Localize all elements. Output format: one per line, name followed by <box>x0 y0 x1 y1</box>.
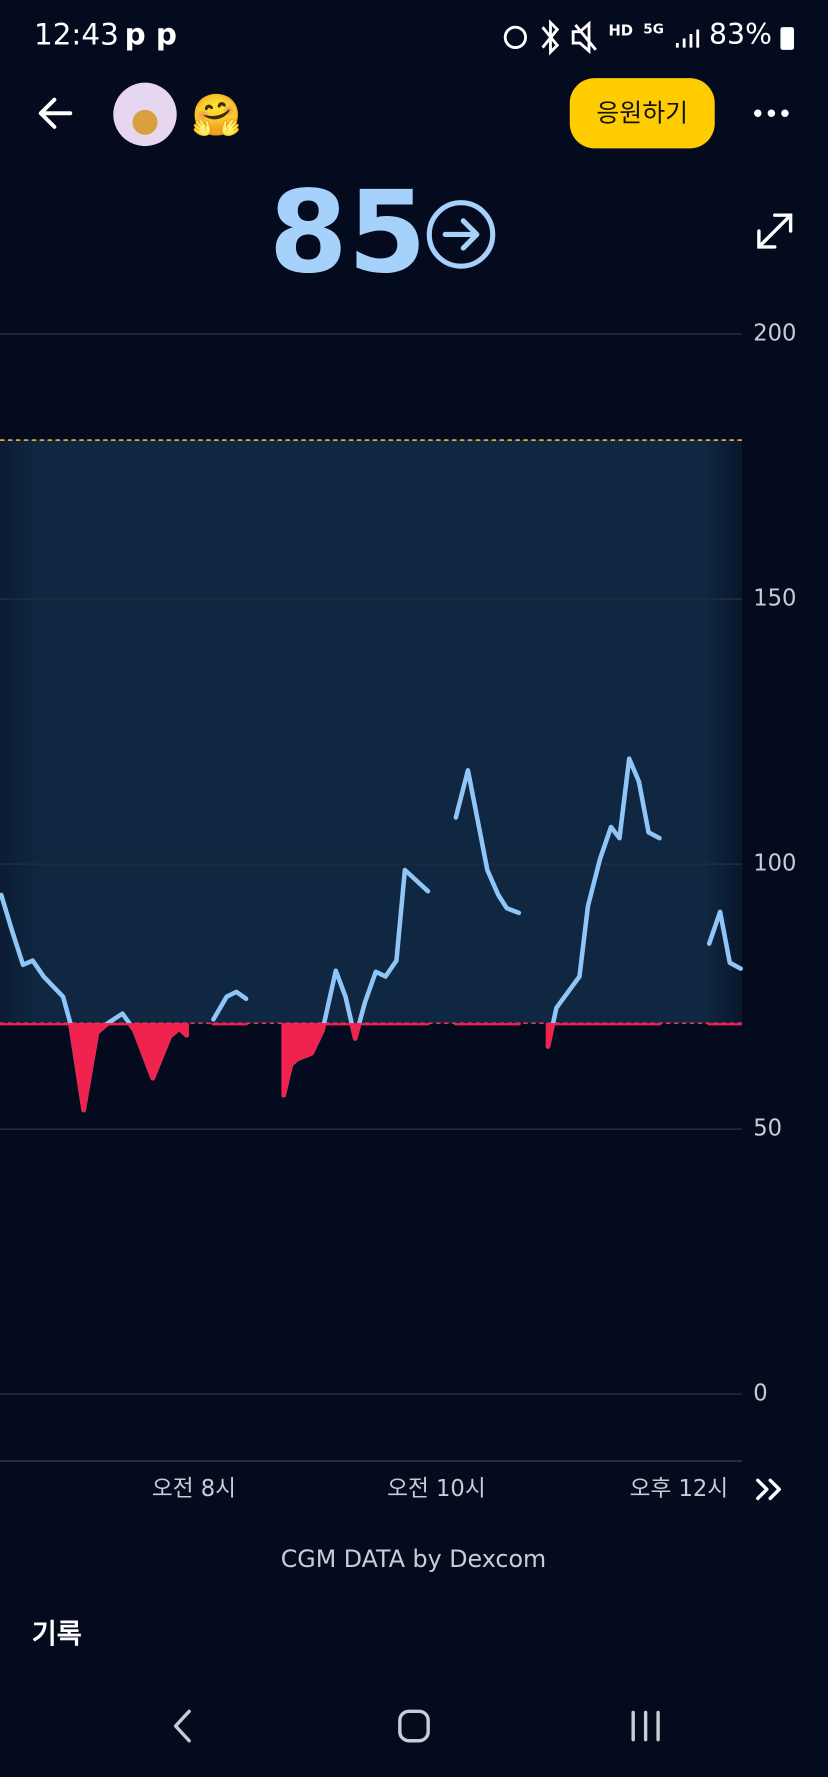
more-dot <box>781 109 789 117</box>
expand-button[interactable] <box>757 213 793 249</box>
y-tick-label: 100 <box>753 851 796 877</box>
cheer-button-label[interactable]: 응원하기 <box>596 98 688 127</box>
trend-circle <box>426 200 496 269</box>
alarm-icon <box>503 25 527 49</box>
status-time: 12:43 <box>34 18 119 52</box>
current-value: 85 <box>269 166 427 298</box>
back-button[interactable] <box>38 97 73 129</box>
more-button[interactable] <box>754 109 789 117</box>
target-band <box>0 440 742 1024</box>
y-tick-label: 0 <box>753 1381 767 1407</box>
status-battery: 83% <box>709 18 772 51</box>
trend-arrow <box>426 200 496 269</box>
chart: 0 50 100 150 200 <box>0 321 796 1407</box>
x-tick-label: 오전 10시 <box>387 1476 486 1502</box>
status-hd: HD <box>608 23 633 40</box>
avatar-character <box>132 109 158 135</box>
y-tick-label: 200 <box>753 321 796 347</box>
nav-back[interactable] <box>173 1709 191 1743</box>
bluetooth-icon <box>541 19 560 56</box>
x-tick-label: 오후 12시 <box>630 1476 729 1502</box>
section-title: 기록 <box>32 1619 82 1650</box>
data-source: CGM DATA by Dexcom <box>281 1545 546 1573</box>
status-icons <box>503 19 795 56</box>
battery-icon <box>780 27 795 50</box>
more-dot <box>754 109 762 117</box>
more-dot <box>767 109 776 117</box>
status-notifications: p p <box>125 18 177 52</box>
next-button[interactable] <box>756 1478 781 1501</box>
y-tick-label: 50 <box>753 1116 782 1142</box>
y-tick-label: 150 <box>753 586 796 612</box>
low-area <box>0 1023 742 1113</box>
x-tick-label: 오전 8시 <box>152 1476 236 1502</box>
nav-recents[interactable] <box>631 1710 660 1742</box>
status-5g: 5G <box>643 21 664 37</box>
cheer-button[interactable] <box>569 78 715 149</box>
header-emoji: 🤗 <box>191 91 242 139</box>
mute-icon <box>571 20 597 55</box>
signal-icon <box>675 29 700 48</box>
nav-home[interactable] <box>398 1709 430 1743</box>
trend-arrow-shape <box>442 218 480 251</box>
